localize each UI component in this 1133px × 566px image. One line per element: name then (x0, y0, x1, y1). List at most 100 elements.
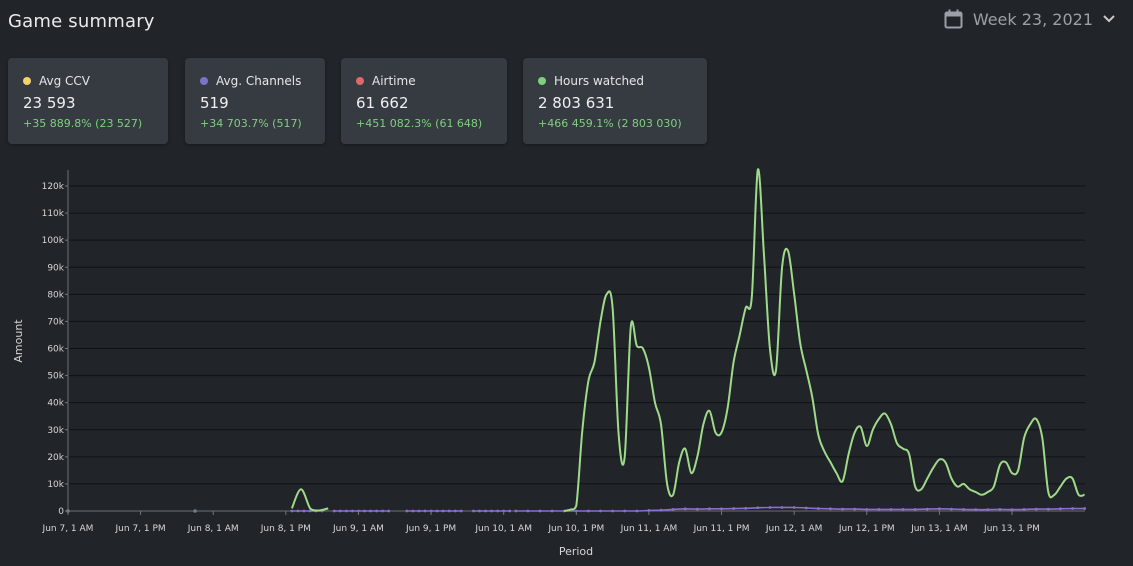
chart-series (66, 168, 1087, 513)
avg-channels-point (1046, 507, 1050, 511)
avg-channels-point (756, 506, 760, 510)
avg-channels-point (635, 509, 639, 513)
card-hours-watched: Hours watched 2 803 631 +466 459.1% (2 8… (523, 58, 707, 144)
hours-watched-line (564, 168, 1085, 512)
avg-channels-point (732, 507, 736, 510)
card-label: Avg. Channels (216, 74, 302, 88)
avg-channels-point (853, 507, 857, 511)
avg-channels-point (720, 507, 723, 511)
x-tick-label: Jun 9, 1 PM (405, 524, 456, 534)
avg-channels-point (387, 509, 391, 513)
y-tick-label: 50k (47, 372, 64, 382)
x-tick-label: Jun 13, 1 PM (983, 524, 1040, 534)
avg-channels-point (1034, 507, 1038, 511)
avg-channels-point (302, 509, 306, 513)
avg-channels-point (290, 509, 294, 513)
card-change: +466 459.1% (2 803 030) (538, 117, 682, 130)
card-value: 23 593 (23, 94, 76, 112)
avg-channels-point (659, 508, 663, 512)
card-avg-channels: Avg. Channels 519 +34 703.7% (517) (185, 58, 325, 144)
y-tick-label: 120k (42, 182, 65, 192)
avg-channels-point (435, 509, 439, 513)
x-tick-label: Jun 8, 1 PM (260, 524, 311, 534)
avg-channels-point (877, 507, 881, 511)
avg-channels-point (338, 509, 342, 513)
avg-channels-point (484, 509, 487, 513)
avg-channels-point (296, 509, 300, 513)
avg-channels-point (526, 509, 530, 513)
avg-channels-point (369, 509, 372, 513)
card-change: +451 082.3% (61 648) (356, 117, 483, 130)
y-tick-label: 60k (47, 345, 64, 355)
avg-channels-dot-icon (200, 77, 208, 85)
hours-watched-line (290, 488, 329, 512)
avg-channels-point (308, 509, 312, 513)
avg-channels-point (865, 507, 869, 511)
avg-channels-point (508, 509, 512, 513)
avg-channels-point (889, 507, 893, 511)
avg-channels-point (974, 508, 978, 512)
avg-channels-point (447, 509, 451, 513)
avg-channels-point (411, 509, 415, 513)
x-tick-label: Jun 7, 1 PM (115, 524, 166, 534)
chart-axes (67, 170, 1085, 512)
x-tick-label: Jun 11, 1 AM (620, 524, 678, 534)
avg-channels-point (363, 509, 366, 513)
x-tick-label: Jun 10, 1 PM (547, 524, 604, 534)
avg-channels-point (780, 506, 784, 509)
avg-channels-point (792, 506, 796, 509)
x-tick-label: Jun 13, 1 AM (910, 524, 968, 534)
avg-channels-point (841, 507, 844, 511)
avg-channels-point (496, 509, 500, 513)
card-value: 61 662 (356, 94, 409, 112)
card-avg-ccv: Avg CCV 23 593 +35 889.8% (23 527) (8, 58, 168, 144)
avg-channels-point (913, 507, 917, 511)
x-tick-label: Jun 10, 1 AM (474, 524, 532, 534)
avg-channels-point (901, 507, 905, 511)
avg-ccv-dot-icon (23, 77, 31, 85)
chart-ticks: 0 10k 20k 30k 40k 50k 60k 70k 80k 90k 100k 110k 120k… (42, 182, 1040, 534)
x-axis-title: Period (559, 545, 593, 558)
avg-channels-point (351, 509, 354, 513)
avg-channels-point (332, 509, 336, 513)
card-change: +34 703.7% (517) (200, 117, 302, 130)
avg-channels-point (962, 507, 965, 511)
avg-channels-point (1010, 508, 1014, 512)
card-label: Avg CCV (39, 74, 91, 88)
avg-channels-point (623, 509, 627, 513)
y-tick-label: 80k (47, 290, 64, 300)
avg-channels-point (459, 509, 463, 513)
x-tick-label: Jun 7, 1 AM (42, 524, 94, 534)
avg-channels-point (587, 509, 590, 513)
avg-channels-point (744, 506, 748, 510)
y-tick-label: 70k (47, 317, 64, 327)
line-chart: 0 10k 20k 30k 40k 50k 60k 70k 80k 90k 100k 110k 120k… (12, 168, 1087, 558)
week-picker[interactable]: Week 23, 2021 (944, 9, 1115, 29)
y-tick-label: 10k (47, 480, 64, 490)
avg-channels-point (986, 508, 990, 512)
avg-channels-point (998, 507, 1002, 511)
avg-channels-point (1022, 507, 1026, 511)
card-change: +35 889.8% (23 527) (23, 117, 143, 130)
y-tick-label: 30k (47, 426, 64, 436)
avg-channels-point (1083, 507, 1087, 510)
avg-channels-point (647, 509, 651, 512)
avg-channels-point (344, 509, 348, 513)
avg-channels-point (768, 506, 772, 509)
avg-channels-point (1059, 507, 1062, 511)
zero-point (193, 509, 197, 513)
y-tick-label: 0 (58, 507, 64, 517)
chevron-down-icon (1103, 15, 1115, 23)
x-tick-label: Jun 12, 1 PM (838, 524, 895, 534)
hours-watched-dot-icon (538, 77, 546, 85)
avg-channels-point (925, 507, 929, 511)
y-tick-label: 20k (47, 453, 64, 463)
avg-channels-point (695, 507, 699, 511)
y-tick-label: 40k (47, 399, 64, 409)
avg-channels-point (381, 509, 385, 513)
airtime-dot-icon (356, 77, 364, 85)
week-label: Week 23, 2021 (972, 9, 1093, 29)
x-tick-label: Jun 9, 1 AM (332, 524, 384, 534)
avg-channels-point (514, 509, 518, 513)
y-tick-label: 110k (42, 209, 65, 219)
